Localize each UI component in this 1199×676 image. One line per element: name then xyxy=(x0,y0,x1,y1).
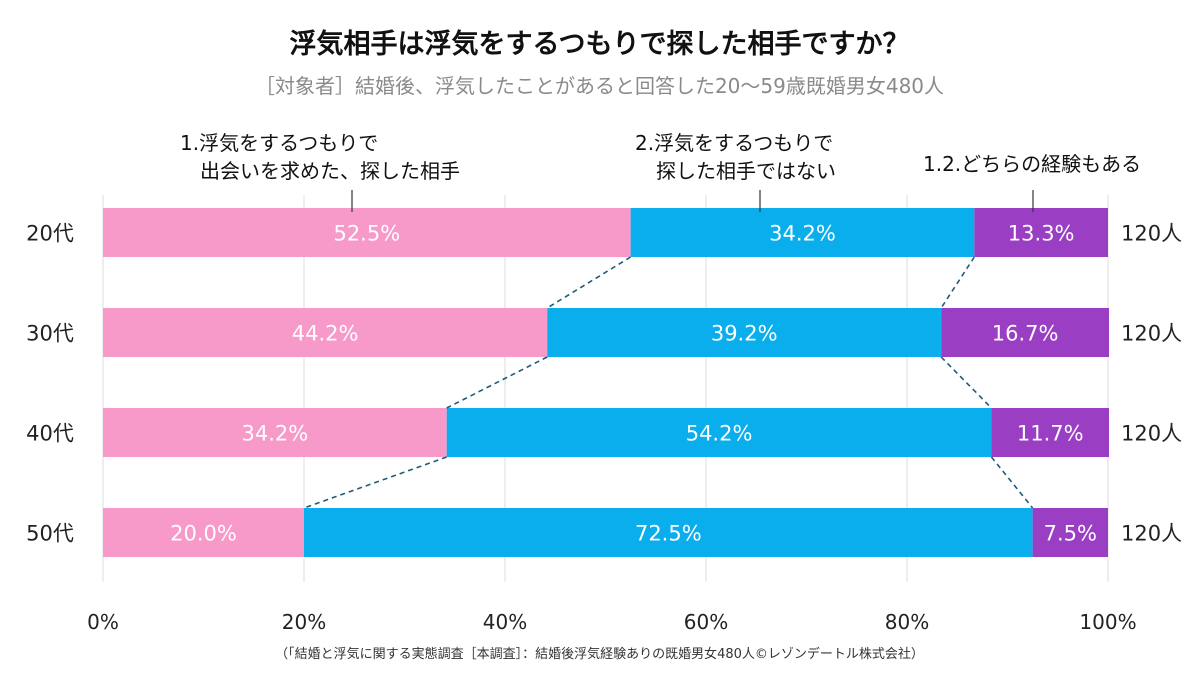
bar-value-label: 72.5% xyxy=(635,522,702,546)
series-callout-label: 1.浮気をするつもりで xyxy=(180,131,378,155)
chart-source-note: （「結婚と浮気に関する実態調査［本調査］：結婚後浮気経験ありの既婚男女480人©… xyxy=(275,647,924,662)
bar-segment xyxy=(304,508,1033,557)
bar-value-label: 11.7% xyxy=(1017,422,1084,446)
bar-segment xyxy=(103,508,304,557)
bar-value-label: 34.2% xyxy=(769,222,836,246)
connector-line xyxy=(446,356,548,409)
connector-line xyxy=(940,356,992,409)
connector-line xyxy=(990,456,1034,509)
series-callout-label: 探した相手ではない xyxy=(656,159,836,183)
x-tick-label: 20% xyxy=(282,610,326,634)
total-label: 120人 xyxy=(1121,322,1182,346)
bar-value-label: 16.7% xyxy=(992,322,1059,346)
chart-subtitle: ［対象者］結婚後、浮気したことがあると回答した20～59歳既婚男女480人 xyxy=(254,74,945,98)
category-label: 30代 xyxy=(26,322,74,346)
total-label: 120人 xyxy=(1121,422,1182,446)
category-label: 50代 xyxy=(26,522,74,546)
bar-value-label: 52.5% xyxy=(333,222,400,246)
bar-value-label: 20.0% xyxy=(170,522,237,546)
chart-title: 浮気相手は浮気をするつもりで探した相手ですか？ xyxy=(289,29,910,60)
category-label: 20代 xyxy=(26,222,74,246)
bar-segment xyxy=(103,308,548,357)
x-tick-label: 80% xyxy=(885,610,929,634)
series-callout-label: 1.2.どちらの経験もある xyxy=(923,152,1141,176)
bar-segment xyxy=(991,408,1110,457)
bar-value-label: 44.2% xyxy=(292,322,359,346)
bar-value-label: 13.3% xyxy=(1008,222,1075,246)
series-callout-label: 出会いを求めた、探した相手 xyxy=(200,159,460,183)
x-tick-label: 100% xyxy=(1079,610,1136,634)
bar-segment xyxy=(103,208,631,257)
bar-value-label: 7.5% xyxy=(1044,522,1097,546)
x-tick-label: 40% xyxy=(483,610,527,634)
bar-segment xyxy=(547,308,942,357)
bar-segment xyxy=(446,408,992,457)
connector-line xyxy=(940,256,976,309)
bar-segment xyxy=(630,208,975,257)
bar-value-label: 34.2% xyxy=(241,422,308,446)
bar-value-label: 54.2% xyxy=(686,422,753,446)
bar-segment xyxy=(103,408,447,457)
bar-segment xyxy=(1032,508,1108,557)
bar-value-label: 39.2% xyxy=(711,322,778,346)
connector-line xyxy=(546,256,632,309)
x-tick-label: 60% xyxy=(684,610,728,634)
connector-line xyxy=(303,456,447,509)
total-label: 120人 xyxy=(1121,522,1182,546)
bar-segment xyxy=(974,208,1108,257)
series-callout-label: 2.浮気をするつもりで xyxy=(635,131,833,155)
bar-segment xyxy=(941,308,1110,357)
total-label: 120人 xyxy=(1121,222,1182,246)
category-label: 40代 xyxy=(26,422,74,446)
x-tick-label: 0% xyxy=(87,610,119,634)
